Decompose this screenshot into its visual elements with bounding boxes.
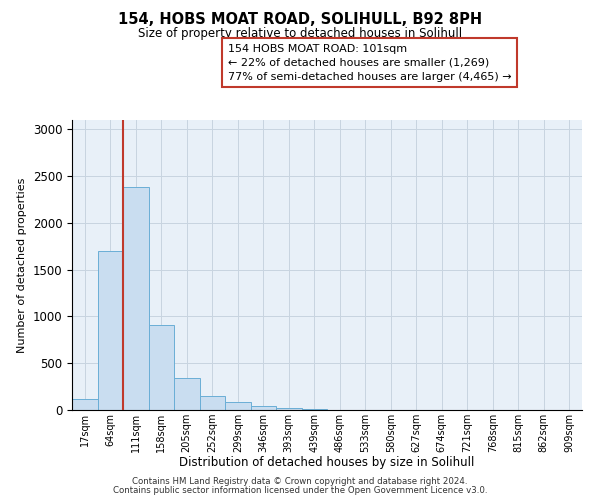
- Text: Size of property relative to detached houses in Solihull: Size of property relative to detached ho…: [138, 28, 462, 40]
- Y-axis label: Number of detached properties: Number of detached properties: [17, 178, 27, 352]
- Bar: [149, 325, 174, 410]
- Text: Contains HM Land Registry data © Crown copyright and database right 2024.: Contains HM Land Registry data © Crown c…: [132, 477, 468, 486]
- Text: 154, HOBS MOAT ROAD, SOLIHULL, B92 8PH: 154, HOBS MOAT ROAD, SOLIHULL, B92 8PH: [118, 12, 482, 28]
- Bar: [97, 251, 123, 410]
- Bar: [72, 399, 97, 410]
- Bar: [199, 396, 225, 410]
- Text: Contains public sector information licensed under the Open Government Licence v3: Contains public sector information licen…: [113, 486, 487, 495]
- Text: 154 HOBS MOAT ROAD: 101sqm
← 22% of detached houses are smaller (1,269)
77% of s: 154 HOBS MOAT ROAD: 101sqm ← 22% of deta…: [228, 44, 512, 82]
- Bar: [251, 406, 276, 410]
- Text: Distribution of detached houses by size in Solihull: Distribution of detached houses by size …: [179, 456, 475, 469]
- Bar: [123, 188, 149, 410]
- Bar: [225, 402, 251, 410]
- Bar: [174, 378, 199, 410]
- Bar: [276, 408, 302, 410]
- Bar: [302, 408, 327, 410]
